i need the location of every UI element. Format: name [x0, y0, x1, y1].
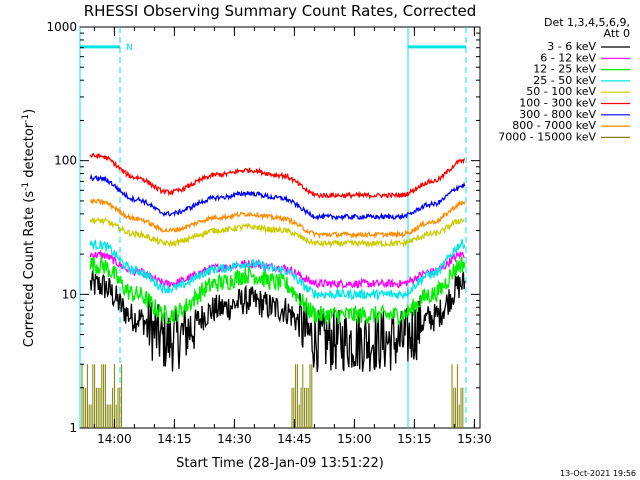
y-axis-label-sup1: -1 — [21, 182, 31, 191]
legend-header-attenuator: Att 0 — [604, 27, 630, 40]
series-6-12keV — [89, 249, 465, 290]
y-axis-label-sup2: -1 — [21, 114, 31, 123]
legend-header-detectors: Det 1,3,4,5,6,9, — [544, 16, 630, 29]
legend-entry-label: 300 - 800 keV — [519, 108, 596, 121]
chart-title: RHESSI Observing Summary Count Rates, Co… — [84, 2, 477, 20]
series-line — [89, 256, 466, 326]
series-50-100keV — [89, 217, 465, 249]
legend-entry-label: 6 - 12 keV — [540, 51, 596, 64]
series-3-6keV — [89, 270, 466, 373]
series-line — [89, 249, 465, 290]
x-tick-label: 14:30 — [217, 432, 252, 446]
timestamp: 13-Oct-2021 19:56 — [560, 469, 636, 478]
series-300-800keV — [89, 173, 466, 222]
flag-label: N — [126, 43, 133, 53]
series-line — [89, 173, 466, 222]
legend-entry-label: 25 - 50 keV — [533, 74, 596, 87]
x-tick-label: 14:45 — [277, 432, 312, 446]
series-800-7000keV — [89, 198, 466, 239]
legend-entry-label: 800 - 7000 keV — [512, 119, 596, 132]
legend-entry-label: 50 - 100 keV — [526, 85, 596, 98]
x-tick-label: 15:15 — [397, 432, 432, 446]
y-axis-label: Corrected Count Rate (s-1 detector-1) — [21, 109, 37, 347]
x-tick-label: 15:30 — [457, 432, 492, 446]
legend-entry-label: 100 - 300 keV — [519, 97, 596, 110]
series-line — [89, 217, 465, 249]
series-25-50keV — [89, 239, 466, 302]
plot-area: N — [79, 26, 481, 429]
y-tick-label: 1000 — [46, 20, 77, 34]
y-axis-label-end: ) — [22, 109, 37, 114]
series-12-25keV — [89, 256, 466, 326]
series-100-300keV — [89, 152, 465, 200]
series-7000-15000keV — [81, 364, 464, 428]
legend-entry-label: 7000 - 15000 keV — [498, 130, 596, 143]
x-tick-label: 15:00 — [337, 432, 372, 446]
y-axis-label-main: Corrected Count Rate (s — [22, 191, 37, 348]
y-tick-label: 100 — [54, 154, 77, 168]
series-line — [89, 270, 466, 373]
y-axis-ticks: 1 10 100 1000 — [46, 20, 480, 435]
y-tick-label: 1 — [69, 421, 77, 435]
x-tick-label: 14:15 — [157, 432, 192, 446]
y-tick-label: 10 — [62, 287, 77, 301]
series-line — [89, 152, 465, 200]
x-axis-label: Start Time (28-Jan-09 13:51:22) — [176, 456, 384, 471]
legend-entry-label: 12 - 25 keV — [533, 63, 596, 76]
x-tick-label: 14:00 — [97, 432, 132, 446]
series-line — [89, 239, 466, 302]
series-line — [89, 198, 466, 239]
legend-entry-label: 3 - 6 keV — [547, 40, 596, 53]
y-axis-label-mid: detector — [22, 122, 37, 182]
x-axis-ticks: 14:00 14:15 14:30 14:45 15:00 15:15 15:30 — [93, 27, 492, 446]
